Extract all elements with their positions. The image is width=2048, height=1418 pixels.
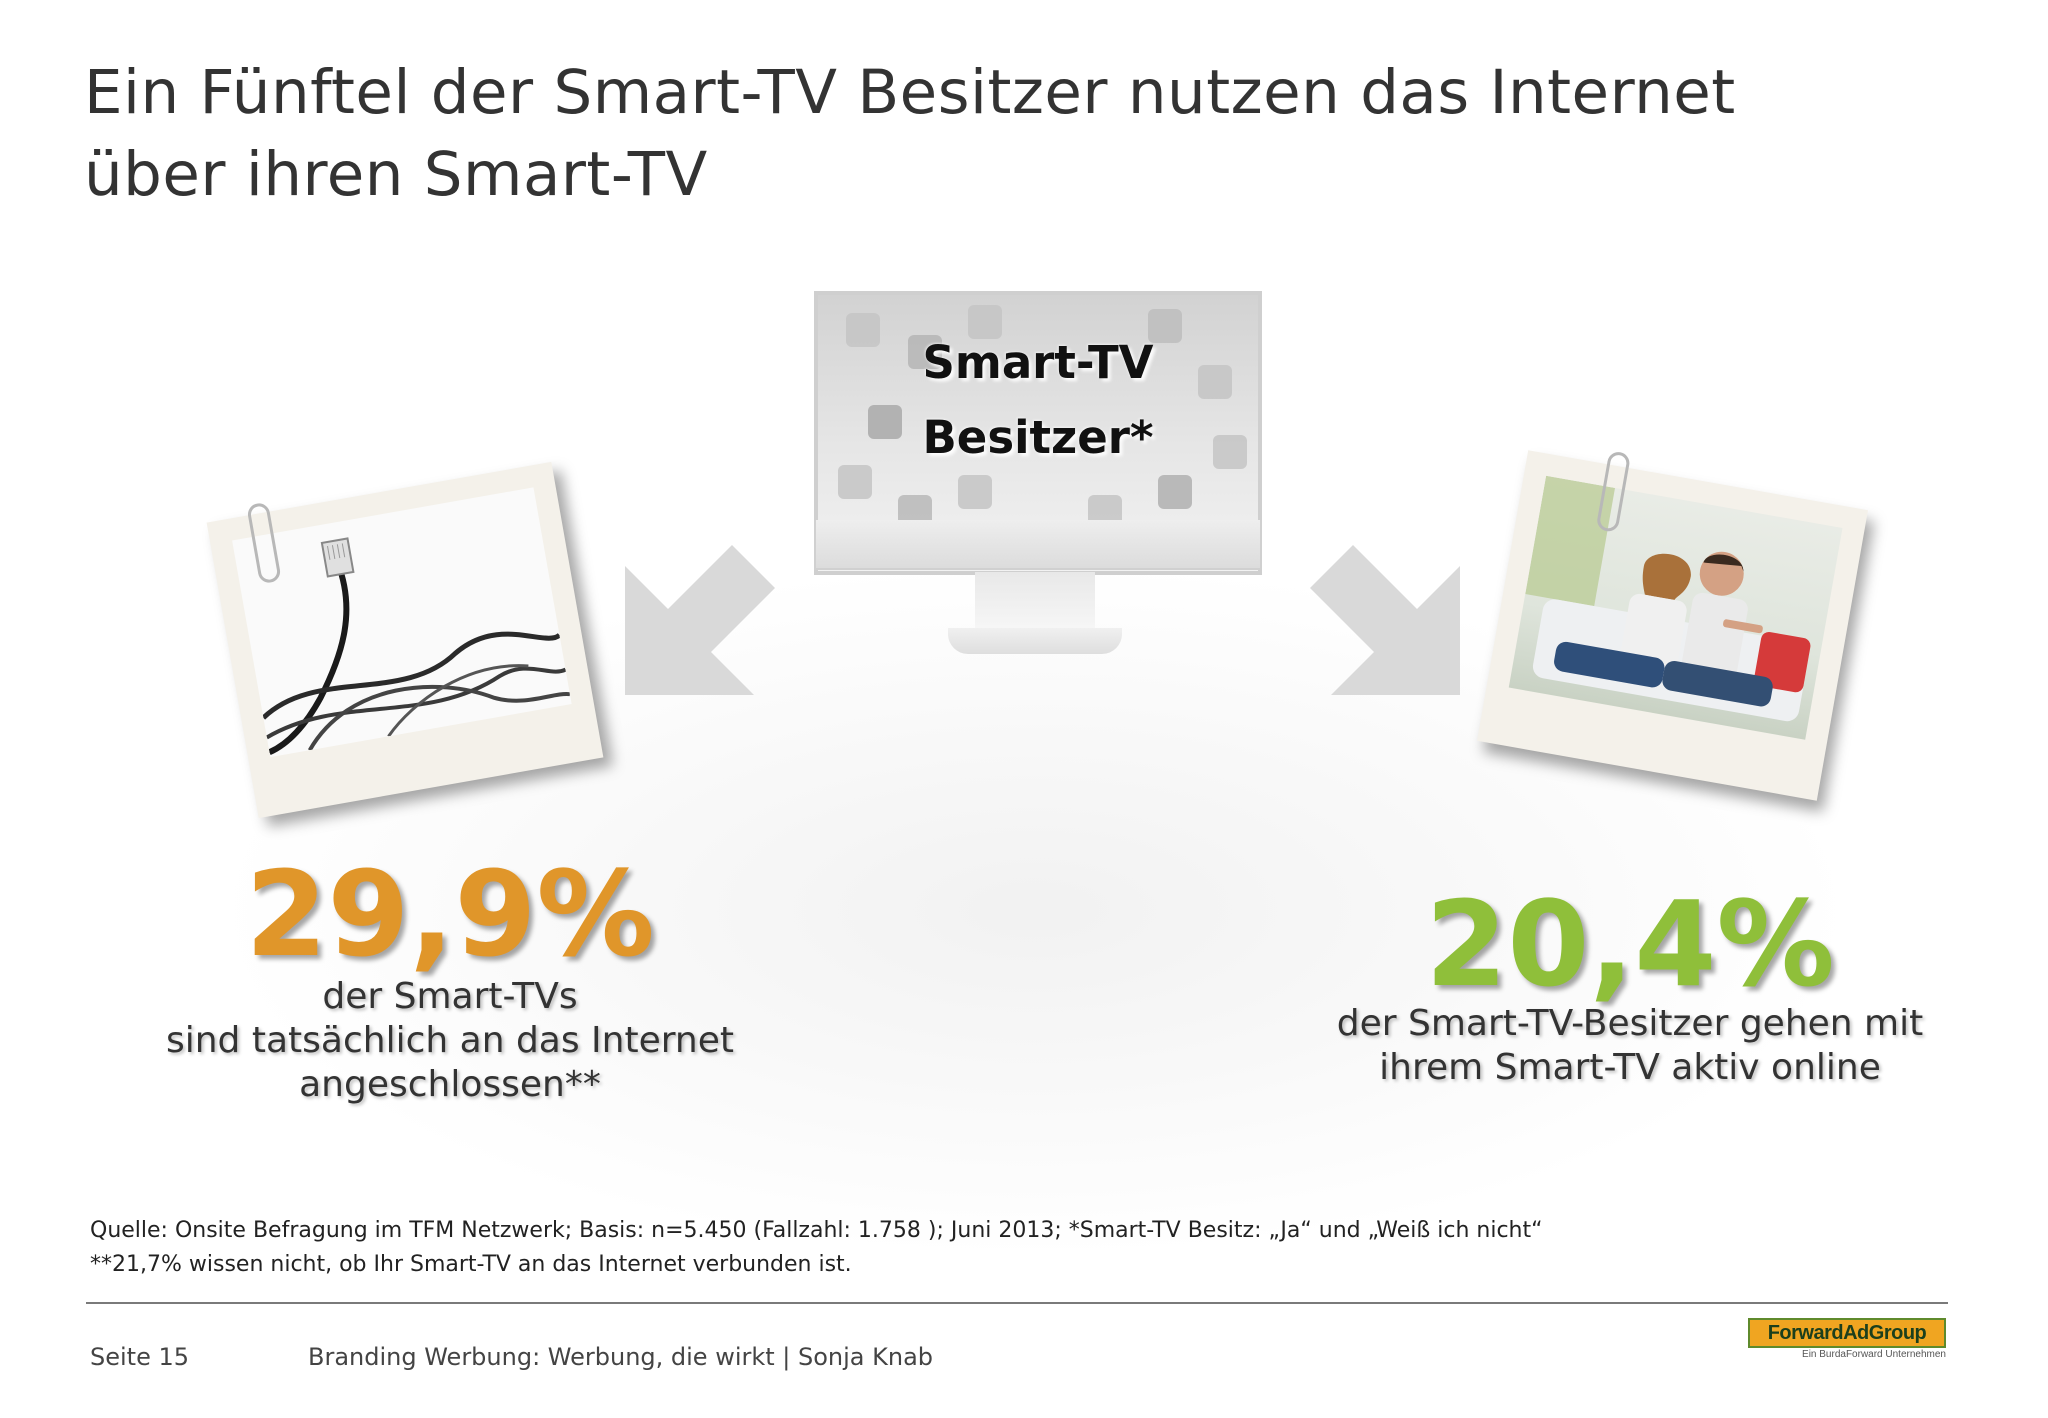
app-tile-icon xyxy=(1198,365,1232,399)
tv-label-line-1: Smart-TV xyxy=(922,336,1154,389)
page-number: Seite 15 xyxy=(90,1343,190,1371)
right-stat-line-2: ihrem Smart-TV aktiv online xyxy=(1379,1047,1881,1088)
arrow-down-left-icon xyxy=(625,545,775,695)
tv-label-line-2: Besitzer* xyxy=(922,411,1154,464)
source-line-2: **21,7% wissen nicht, ob Ihr Smart-TV an… xyxy=(90,1252,852,1277)
app-tile-icon xyxy=(908,335,942,369)
right-stat-line-1: der Smart-TV-Besitzer gehen mit xyxy=(1336,1003,1924,1044)
company-logo: ForwardAdGroup xyxy=(1748,1318,1946,1348)
company-logo-tagline: Ein BurdaForward Unternehmen xyxy=(1802,1349,1946,1360)
app-tile-icon xyxy=(1148,309,1182,343)
app-tile-icon xyxy=(1213,435,1247,469)
left-stat-line-2: sind tatsächlich an das Internet xyxy=(165,1020,735,1061)
cable-illustration xyxy=(261,537,571,755)
tv-stand-neck xyxy=(975,572,1095,632)
tv-label: Smart-TV Besitzer* xyxy=(820,325,1256,475)
couple-watching-tv-photo xyxy=(1508,475,1843,740)
app-tile-icon xyxy=(838,465,872,499)
slide-title: Ein Fünftel der Smart-TV Besitzer nutzen… xyxy=(84,52,1984,216)
app-tile-icon xyxy=(868,405,902,439)
slide-title-line-2: über ihren Smart-TV xyxy=(84,139,708,210)
tv-bezel xyxy=(814,520,1262,570)
left-stat-value: 29,9% xyxy=(245,845,655,983)
right-photo-frame xyxy=(1477,450,1868,801)
source-line-1: Quelle: Onsite Befragung im TFM Netzwerk… xyxy=(90,1218,1543,1243)
left-stat-line-3: angeschlossen** xyxy=(299,1064,601,1105)
right-stat-value: 20,4% xyxy=(1425,875,1835,1013)
couple-illustration xyxy=(1525,475,1811,722)
network-cable-photo xyxy=(232,487,572,758)
left-stat-line-1: der Smart-TVs xyxy=(322,976,578,1017)
app-tile-icon xyxy=(958,475,992,509)
left-photo-frame xyxy=(206,461,604,819)
app-tile-icon xyxy=(968,305,1002,339)
app-tile-icon xyxy=(846,313,880,347)
arrow-down-right-icon xyxy=(1310,545,1460,695)
tv-stand-foot xyxy=(948,628,1122,654)
right-stat-description: der Smart-TV-Besitzer gehen mit ihrem Sm… xyxy=(1250,1002,2010,1090)
slide-title-line-1: Ein Fünftel der Smart-TV Besitzer nutzen… xyxy=(84,57,1736,128)
footer-info: Branding Werbung: Werbung, die wirkt | S… xyxy=(308,1343,934,1371)
app-tile-icon xyxy=(1158,475,1192,509)
source-note: Quelle: Onsite Befragung im TFM Netzwerk… xyxy=(90,1214,1940,1282)
footer-divider xyxy=(86,1302,1948,1304)
left-stat-description: der Smart-TVs sind tatsächlich an das In… xyxy=(100,975,800,1107)
